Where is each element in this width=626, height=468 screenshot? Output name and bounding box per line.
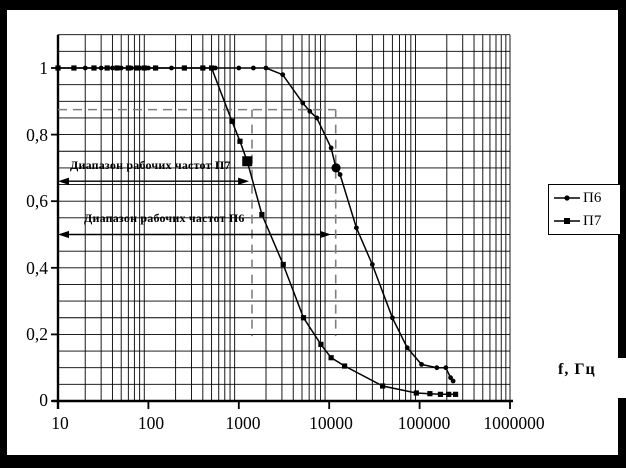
x-tick-label: 100 <box>138 413 165 433</box>
legend-item-p6: П6 <box>554 190 618 206</box>
y-axis-tick-labels: 1 0,8 0,6 0,4 0,2 0 <box>26 58 48 410</box>
y-tick-label: 1 <box>39 58 48 78</box>
axes <box>51 34 513 409</box>
legend-box: П6 П7 <box>548 184 621 235</box>
x-tick-label: 1000 <box>226 413 261 433</box>
annotation-range-p6: Диапазон рабочих частот П6 <box>84 211 245 225</box>
y-tick-label: 0,2 <box>26 324 48 344</box>
legend-marker-circle-icon <box>554 195 580 201</box>
annotation-range-p7: Диапазон рабочих частот П7 <box>70 158 231 172</box>
y-tick-label: 0,4 <box>26 258 48 278</box>
legend-label: П6 <box>583 190 602 206</box>
range-arrows <box>58 177 332 239</box>
y-tick-label: 0 <box>39 390 48 410</box>
x-tick-label: 10000 <box>309 413 353 433</box>
x-axis-title: f, Гц <box>558 361 596 378</box>
y-tick-label: 0,8 <box>26 125 48 145</box>
resize-handle-notch <box>618 358 626 398</box>
data-series <box>55 65 459 397</box>
x-tick-label: 100000 <box>398 413 451 433</box>
legend-item-p7: П7 <box>554 213 618 229</box>
legend-label: П7 <box>583 213 602 229</box>
x-tick-label: 1000000 <box>483 413 545 433</box>
legend-marker-square-icon <box>554 218 580 224</box>
x-axis-tick-labels: 10 100 1000 10000 100000 1000000 <box>51 413 545 433</box>
grid-lines <box>57 34 511 401</box>
chart-page-background <box>7 10 618 455</box>
y-tick-label: 0,6 <box>26 191 48 211</box>
x-tick-label: 10 <box>51 413 69 433</box>
cutoff-dashed-guides <box>58 108 337 337</box>
